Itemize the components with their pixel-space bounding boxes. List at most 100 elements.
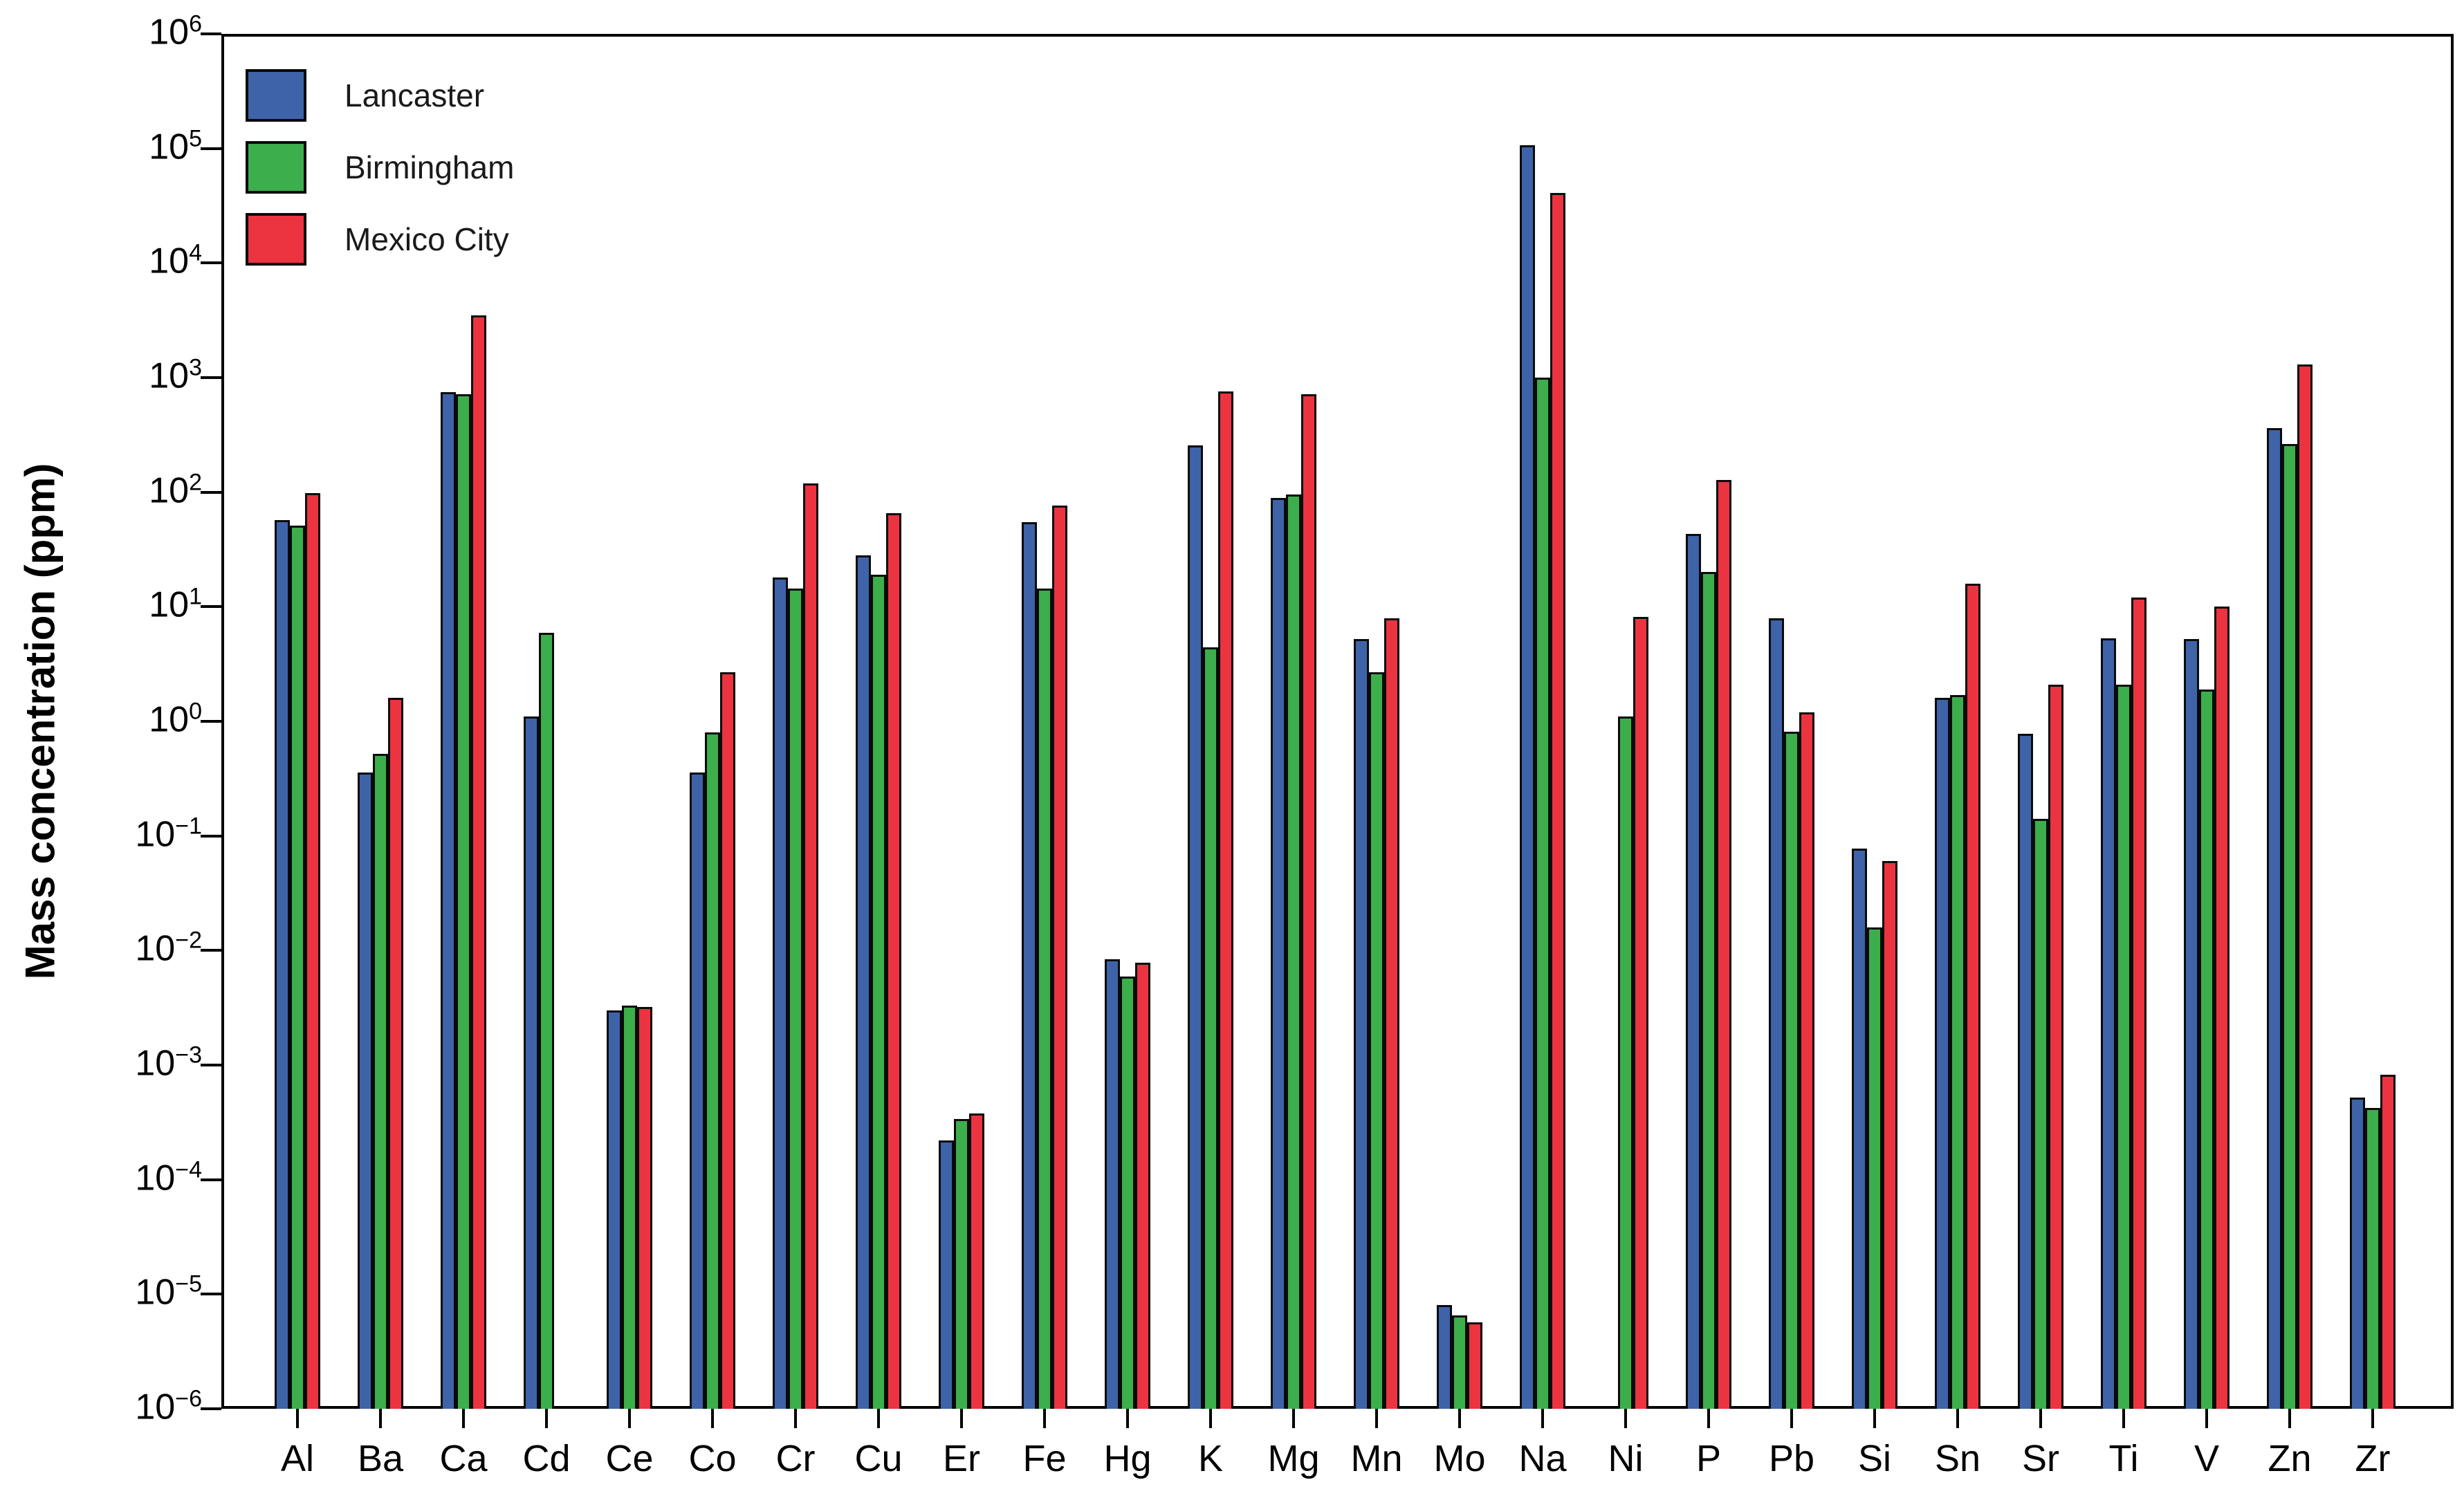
legend-label: Lancaster [344,77,485,113]
legend-item-birmingham: Birmingham [246,141,514,194]
bar-Cu-birmingham [871,575,886,1409]
x-tick-label-Mo: Mo [1433,1438,1486,1479]
x-tick-label-Ca: Ca [439,1438,488,1479]
x-tick-Sn [1956,1409,1959,1428]
x-tick-label-Zn: Zn [2268,1438,2312,1479]
bar-Sn-birmingham [1950,694,1965,1409]
bar-P-mexico-city [1716,480,1731,1409]
x-tick-label-Mn: Mn [1350,1438,1403,1479]
bar-Zn-birmingham [2282,443,2297,1409]
bar-Co-birmingham [705,732,720,1409]
bar-Na-lancaster [1520,145,1535,1409]
bar-Pb-birmingham [1784,732,1799,1409]
legend-item-mexico-city: Mexico City [246,213,514,266]
x-tick-label-V: V [2194,1438,2220,1479]
x-tick-Ca [462,1409,465,1428]
bar-Cr-mexico-city [803,483,818,1409]
bar-Co-lancaster [690,772,705,1409]
x-tick-label-Cd: Cd [522,1438,571,1479]
bar-Sr-mexico-city [2048,684,2063,1409]
x-tick-label-Sn: Sn [1934,1438,1981,1479]
bar-Al-lancaster [275,520,290,1409]
x-tick-V [2205,1409,2208,1428]
y-tick-10e6 [201,33,221,35]
x-tick-label-Ti: Ti [2108,1438,2139,1479]
bar-Cd-lancaster [524,716,539,1409]
bar-Ba-lancaster [358,772,373,1409]
bar-Pb-mexico-city [1799,712,1814,1409]
legend-swatch-icon [246,141,306,194]
y-tick-label-10e0: 100 [149,698,202,740]
x-tick-label-Sr: Sr [2022,1438,2059,1479]
bar-Zr-mexico-city [2380,1075,2396,1409]
x-tick-label-Er: Er [943,1438,980,1479]
y-tick-label-10e-3: 10−3 [135,1042,202,1084]
x-tick-label-Cr: Cr [775,1438,816,1479]
x-tick-label-Pb: Pb [1768,1438,1815,1479]
y-tick-label-10e-1: 10−1 [135,812,202,855]
y-tick-10e3 [201,376,221,379]
y-tick-label-10e1: 101 [149,583,202,625]
x-tick-Er [960,1409,963,1428]
bar-Sr-lancaster [2018,733,2033,1409]
x-tick-Al [296,1409,299,1428]
x-tick-label-Ba: Ba [357,1438,404,1479]
x-tick-label-Cu: Cu [854,1438,903,1479]
bar-Hg-birmingham [1120,977,1135,1409]
bar-Cd-birmingham [539,633,554,1409]
x-tick-label-Hg: Hg [1103,1438,1152,1479]
x-tick-P [1707,1409,1710,1428]
bar-Mg-mexico-city [1301,394,1316,1409]
x-tick-label-Si: Si [1857,1438,1892,1479]
x-tick-label-P: P [1695,1438,1722,1479]
y-tick-label-10e3: 103 [149,354,202,396]
bar-P-lancaster [1686,534,1701,1409]
y-tick-10e-3 [201,1064,221,1066]
bar-Fe-mexico-city [1052,506,1067,1409]
bar-Zn-lancaster [2267,427,2282,1409]
x-tick-label-K: K [1197,1438,1224,1479]
bar-Sr-birmingham [2033,819,2048,1409]
bar-Ti-birmingham [2116,684,2131,1409]
y-tick-10e-1 [201,834,221,838]
y-tick-10e-2 [201,949,221,952]
x-tick-label-Co: Co [688,1438,737,1479]
bar-V-mexico-city [2214,607,2229,1409]
bar-Ba-mexico-city [388,698,403,1409]
legend-label: Birmingham [344,149,515,185]
bar-Ba-birmingham [373,754,388,1409]
x-tick-Ti [2122,1409,2125,1428]
bar-Pb-lancaster [1769,618,1784,1409]
x-tick-label-Ni: Ni [1608,1438,1644,1479]
x-tick-label-Fe: Fe [1022,1438,1067,1479]
x-tick-Si [1873,1409,1876,1428]
bar-Er-lancaster [939,1140,954,1409]
x-tick-Mg [1292,1409,1295,1428]
x-tick-Ce [628,1409,631,1428]
x-tick-label-Na: Na [1518,1438,1567,1479]
bar-Si-birmingham [1867,927,1882,1409]
x-tick-Cu [877,1409,880,1428]
legend-item-lancaster: Lancaster [246,69,514,122]
plot-area [221,34,2454,1409]
bar-Na-birmingham [1535,378,1550,1409]
bar-Ca-birmingham [456,394,471,1409]
bar-Ce-birmingham [622,1006,637,1409]
bar-Hg-lancaster [1105,959,1120,1409]
y-tick-10e-5 [201,1293,221,1296]
bar-Ni-mexico-city [1633,616,1648,1409]
bar-K-birmingham [1203,647,1218,1409]
y-tick-label-10e2: 102 [149,468,202,511]
bar-Al-birmingham [290,526,305,1409]
x-tick-Zr [2371,1409,2374,1428]
x-tick-Ba [379,1409,382,1428]
bar-V-lancaster [2184,639,2199,1409]
x-tick-K [1209,1409,1212,1428]
bar-Mg-birmingham [1286,494,1301,1409]
bar-Sn-lancaster [1935,698,1950,1409]
x-tick-Hg [1126,1409,1129,1428]
bar-Ce-lancaster [607,1010,622,1409]
x-tick-Co [711,1409,714,1428]
x-tick-label-Mg: Mg [1267,1438,1320,1479]
